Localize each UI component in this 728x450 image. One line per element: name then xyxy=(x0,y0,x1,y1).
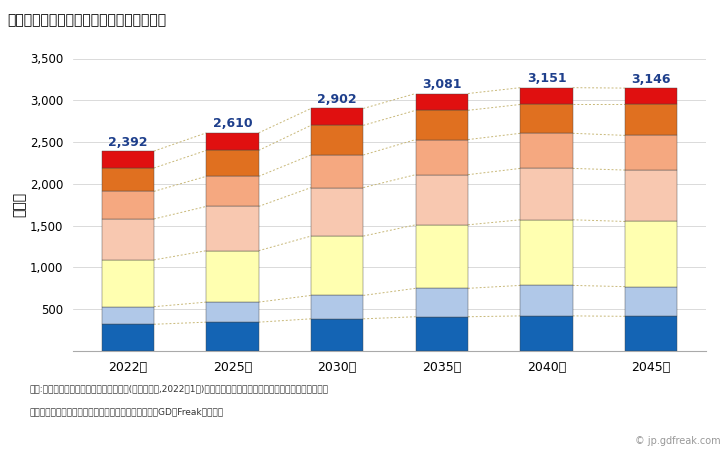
Bar xyxy=(311,236,363,296)
Bar xyxy=(206,322,258,351)
Bar xyxy=(206,150,258,176)
Y-axis label: ［人］: ［人］ xyxy=(13,192,27,217)
Bar xyxy=(311,188,363,236)
Bar xyxy=(311,126,363,155)
Text: 2,392: 2,392 xyxy=(108,135,148,148)
Bar xyxy=(521,133,573,168)
Bar xyxy=(102,307,154,324)
Bar xyxy=(416,317,468,351)
Bar xyxy=(102,151,154,168)
Bar xyxy=(206,176,258,207)
Bar xyxy=(102,219,154,260)
Text: 出所:実績値は「介護事業状況報告月報」(厚生労働省,2022年1月)。推計値は「全国又は都道府県の男女・年齢階層別: 出所:実績値は「介護事業状況報告月報」(厚生労働省,2022年1月)。推計値は「… xyxy=(29,385,328,394)
Bar xyxy=(311,108,363,126)
Bar xyxy=(521,88,573,104)
Bar xyxy=(416,288,468,317)
Bar xyxy=(521,168,573,220)
Bar xyxy=(625,135,677,170)
Text: © jp.gdfreak.com: © jp.gdfreak.com xyxy=(635,436,721,446)
Bar xyxy=(521,220,573,285)
Bar xyxy=(625,221,677,287)
Bar xyxy=(625,88,677,104)
Text: 3,081: 3,081 xyxy=(422,78,462,91)
Text: 3,146: 3,146 xyxy=(631,72,671,86)
Bar xyxy=(625,104,677,135)
Bar xyxy=(625,287,677,316)
Bar xyxy=(206,251,258,302)
Bar xyxy=(625,170,677,221)
Bar xyxy=(206,302,258,322)
Bar xyxy=(311,319,363,351)
Text: 2,610: 2,610 xyxy=(213,117,253,130)
Bar xyxy=(102,324,154,351)
Bar xyxy=(521,316,573,351)
Text: 2,902: 2,902 xyxy=(317,93,357,106)
Bar xyxy=(416,94,468,110)
Bar xyxy=(521,104,573,133)
Bar xyxy=(102,260,154,307)
Bar xyxy=(206,133,258,150)
Text: 3,151: 3,151 xyxy=(526,72,566,85)
Bar xyxy=(416,110,468,140)
Bar xyxy=(521,285,573,316)
Bar xyxy=(102,168,154,191)
Bar xyxy=(416,225,468,288)
Text: 要介護度別平均認定率を当域内人口構成に当てはめてGD　Freakが算出。: 要介護度別平均認定率を当域内人口構成に当てはめてGD Freakが算出。 xyxy=(29,407,223,416)
Bar xyxy=(311,296,363,319)
Bar xyxy=(416,175,468,225)
Bar xyxy=(625,316,677,351)
Bar xyxy=(416,140,468,175)
Bar xyxy=(102,191,154,219)
Bar xyxy=(206,207,258,251)
Text: 羽村市の要介護（要支援）者数の将来推計: 羽村市の要介護（要支援）者数の将来推計 xyxy=(7,14,167,27)
Bar xyxy=(311,155,363,188)
